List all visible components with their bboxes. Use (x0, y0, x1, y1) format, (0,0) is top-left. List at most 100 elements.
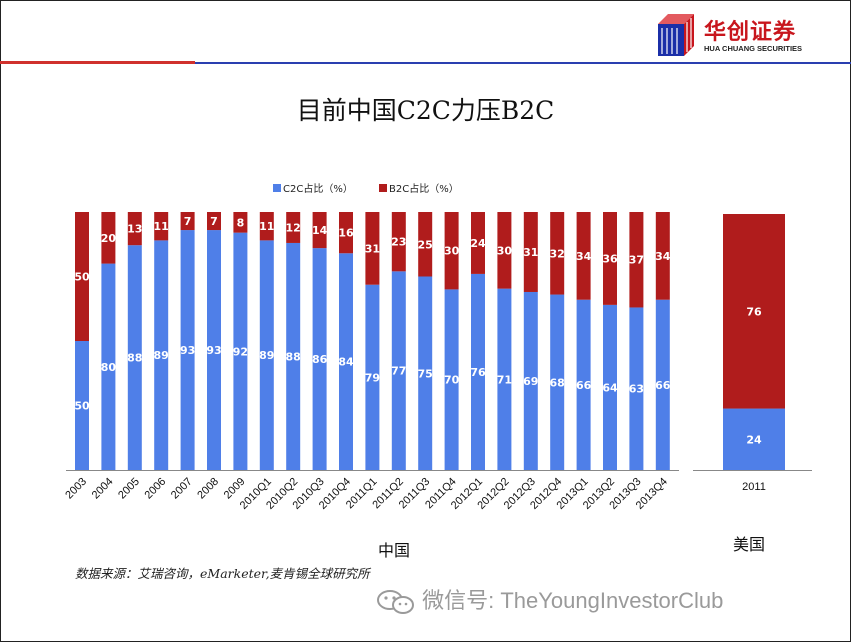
legend-swatch-c2c (273, 184, 281, 192)
legend-label-c2c: C2C占比（%） (283, 182, 353, 195)
cn-label-b2c-2013Q1: 34 (576, 250, 592, 263)
cn-label-c2c-2003: 50 (74, 400, 90, 413)
cn-label-b2c-2011Q2: 23 (391, 236, 406, 249)
cn-bar-b2c-2010Q4 (339, 212, 353, 254)
us-label-c2c-2011: 24 (746, 433, 762, 446)
brand-name-en: HUA CHUANG SECURITIES (704, 44, 803, 53)
cn-bar-c2c-2007 (180, 230, 195, 470)
cn-bar-b2c-2013Q2 (603, 212, 617, 305)
cn-label-c2c-2007: 93 (180, 344, 195, 357)
cn-tick-2007: 2007 (169, 476, 195, 502)
cn-label-c2c-2011Q1: 79 (365, 371, 380, 384)
cn-label-b2c-2006: 11 (154, 220, 169, 233)
cn-label-b2c-2011Q1: 31 (365, 242, 380, 255)
brand-name-cn: 华创证券 (704, 20, 797, 45)
wechat-icon (377, 590, 414, 615)
cn-label-c2c-2012Q2: 71 (497, 373, 512, 386)
cn-bar-c2c-2013Q2 (603, 304, 617, 470)
cn-label-b2c-2007: 7 (184, 215, 192, 228)
cn-tick-2004: 2004 (90, 476, 116, 502)
cn-label-b2c-2012Q3: 31 (523, 246, 538, 259)
cn-bar-c2c-2011Q3 (418, 276, 433, 470)
us-chart: 24 76 2011 (693, 214, 812, 493)
cn-label-b2c-2011Q3: 25 (418, 238, 433, 251)
cn-bar-c2c-2013Q1 (576, 299, 591, 470)
brand-mark-icon (658, 14, 694, 56)
cn-label-b2c-2009: 8 (237, 216, 245, 229)
cn-label-c2c-2011Q4: 70 (444, 374, 460, 387)
cn-label-b2c-2011Q4: 30 (444, 245, 460, 258)
cn-bar-b2c-2013Q1 (576, 212, 591, 300)
legend-swatch-b2c (379, 184, 387, 192)
cn-label-b2c-2012Q1: 24 (470, 237, 486, 250)
cn-label-c2c-2012Q3: 69 (523, 375, 538, 388)
cn-label-b2c-2012Q4: 32 (550, 247, 565, 260)
cn-bar-b2c-2007 (180, 212, 195, 231)
cn-bar-c2c-2010Q1 (259, 240, 274, 470)
cn-label-b2c-2003: 50 (74, 271, 90, 284)
cn-bar-c2c-2004 (101, 263, 116, 470)
cn-label-b2c-2010Q3: 14 (312, 224, 328, 237)
cn-tick-2005: 2005 (116, 476, 142, 502)
cn-bar-c2c-2010Q3 (312, 248, 327, 470)
header-rule-blue (195, 62, 851, 64)
us-bar-b2c-2011 (723, 214, 785, 409)
cn-bar-c2c-2012Q3 (523, 291, 538, 470)
cn-bar-c2c-2012Q4 (550, 294, 565, 470)
cn-bar-b2c-2010Q1 (259, 212, 274, 241)
china-chart: 50 50 2003 80 20 2004 88 13 2005 89 11 2006 93 7 2007 9… (63, 212, 679, 512)
cn-label-c2c-2010Q3: 86 (312, 353, 328, 366)
legend-label-b2c: B2C占比（%） (389, 182, 459, 195)
cn-bar-b2c-2012Q3 (523, 212, 538, 292)
cn-label-c2c-2011Q2: 77 (391, 365, 406, 378)
cn-label-c2c-2008: 93 (206, 344, 221, 357)
wechat-watermark: 微信号: TheYoungInvestorClub (376, 583, 723, 615)
cn-label-c2c-2013Q4: 66 (655, 379, 671, 392)
watermark-text: 微信号: TheYoungInvestorClub (422, 588, 724, 613)
cn-bar-c2c-2010Q2 (286, 242, 301, 470)
chart-legend: C2C占比（%） B2C占比（%） (273, 182, 459, 195)
cn-label-c2c-2013Q3: 63 (629, 383, 644, 396)
cn-tick-2008: 2008 (195, 476, 221, 502)
cn-bar-c2c-2011Q2 (391, 271, 406, 470)
cn-label-c2c-2010Q2: 88 (286, 350, 301, 363)
cn-label-b2c-2008: 7 (210, 215, 218, 228)
cn-tick-2003: 2003 (63, 476, 89, 502)
cn-bar-b2c-2013Q3 (629, 212, 644, 308)
cn-bar-c2c-2011Q1 (365, 284, 380, 470)
us-bar-c2c-2011 (723, 408, 785, 470)
cn-bar-c2c-2008 (207, 230, 221, 470)
cn-bar-c2c-2013Q3 (629, 307, 644, 470)
cn-label-c2c-2004: 80 (101, 361, 117, 374)
cn-bar-b2c-2010Q3 (312, 212, 327, 249)
cn-label-c2c-2013Q2: 64 (602, 381, 618, 394)
cn-bar-b2c-2008 (207, 212, 221, 231)
header-rule-red (0, 61, 195, 64)
slide-title: 目前中国C2C力压B2C (296, 96, 555, 125)
cn-bar-c2c-2009 (233, 232, 248, 470)
cn-label-b2c-2013Q4: 34 (655, 250, 671, 263)
cn-label-c2c-2009: 92 (233, 345, 248, 358)
cn-bar-c2c-2005 (127, 245, 142, 470)
us-tick-2011: 2011 (742, 481, 766, 493)
brand-logo: 华创证券 HUA CHUANG SECURITIES (658, 14, 838, 60)
cn-bar-b2c-2003 (75, 212, 89, 341)
source-note: 数据来源：艾瑞咨询，eMarketer,麦肯锡全球研究所 (75, 566, 370, 581)
cn-bar-b2c-2012Q1 (471, 212, 485, 274)
cn-label-c2c-2013Q1: 66 (576, 379, 592, 392)
cn-label-b2c-2005: 13 (127, 223, 142, 236)
cn-label-b2c-2013Q3: 37 (629, 254, 644, 267)
cn-bar-b2c-2005 (127, 212, 142, 246)
cn-label-c2c-2012Q4: 68 (550, 376, 565, 389)
cn-bar-b2c-2012Q2 (497, 212, 512, 289)
us-label-b2c-2011: 76 (746, 305, 762, 318)
cn-label-b2c-2010Q1: 11 (259, 220, 274, 233)
cn-bar-b2c-2011Q4 (444, 212, 459, 290)
cn-bar-c2c-2006 (154, 240, 169, 470)
cn-bar-c2c-2011Q4 (444, 289, 459, 470)
cn-bar-b2c-2013Q4 (655, 212, 670, 300)
cn-tick-2006: 2006 (143, 476, 169, 502)
cn-label-b2c-2004: 20 (101, 232, 117, 245)
china-region-label: 中国 (378, 541, 411, 560)
